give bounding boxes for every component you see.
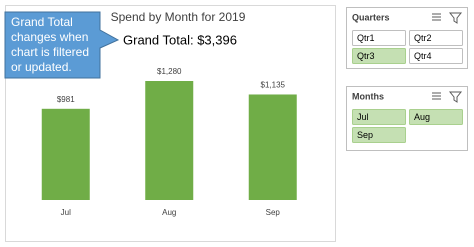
slicer-item[interactable] — [409, 30, 463, 46]
slicer-item-label: Qtr2 — [414, 33, 432, 43]
slicer-item-label: Jul — [357, 112, 369, 122]
bar — [248, 94, 297, 200]
slicer-item-label: Qtr4 — [414, 51, 432, 61]
value-label: $1,135 — [261, 81, 286, 90]
slicer-item-label: Qtr1 — [357, 33, 375, 43]
slicer-item[interactable] — [352, 127, 406, 143]
multi-select-button[interactable] — [432, 13, 441, 21]
grand-total: Grand Total: $3,396 — [123, 32, 237, 47]
slicer: Quarters Qtr1 Qtr2 Qtr3 Qtr4 — [346, 7, 468, 69]
slicer-item[interactable] — [352, 109, 406, 125]
callout-text: chart is filtered — [11, 45, 89, 59]
x-tick-label: Aug — [162, 208, 176, 217]
callout-text: Grand Total — [11, 15, 73, 29]
chart-title: Spend by Month for 2019 — [111, 10, 246, 24]
clear-filter-button[interactable] — [448, 12, 463, 24]
slicer-item[interactable] — [352, 30, 406, 46]
slicer-item[interactable] — [409, 48, 463, 64]
slicer-item-label: Qtr3 — [357, 51, 375, 61]
slicer-title: Months — [352, 91, 384, 101]
slicer-item-label: Aug — [414, 112, 430, 122]
slicer-item[interactable] — [409, 109, 463, 125]
x-tick-label: Jul — [61, 208, 71, 217]
slicers: Quarters Qtr1 Qtr2 Qtr3 Qtr4 Months Jul Aug Sep — [346, 7, 468, 151]
slicer-item-label: Sep — [357, 130, 373, 140]
clear-filter-button[interactable] — [448, 91, 463, 103]
callout-shape — [4, 11, 120, 79]
value-label: $981 — [57, 95, 75, 104]
bar — [145, 81, 194, 200]
multi-select-button[interactable] — [432, 92, 441, 100]
x-tick-label: Sep — [266, 208, 281, 217]
value-label: $1,280 — [157, 67, 182, 76]
slicer: Months Jul Aug Sep — [346, 86, 468, 151]
callout-text: changes when — [11, 30, 88, 44]
slicer-title: Quarters — [352, 12, 390, 22]
slicer-item[interactable] — [352, 48, 406, 64]
bar — [41, 108, 90, 200]
callout-text: or updated. — [11, 60, 72, 74]
